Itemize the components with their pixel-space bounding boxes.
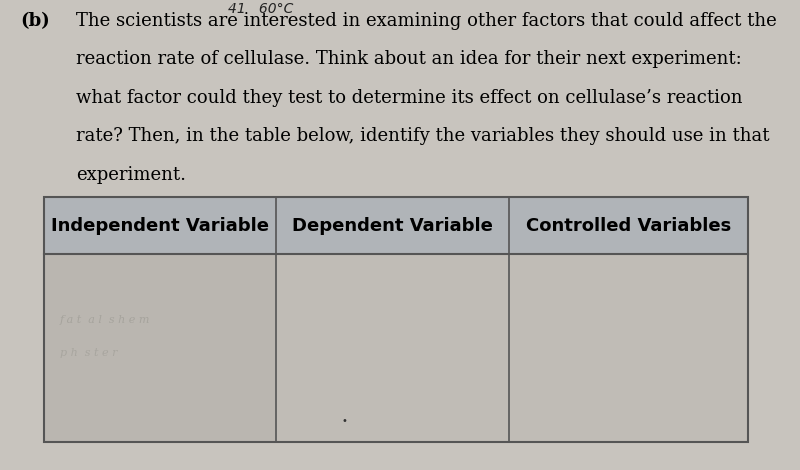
Bar: [276, 254, 748, 442]
Text: p h  s t e r: p h s t e r: [60, 347, 118, 358]
Text: what factor could they test to determine its effect on cellulase’s reaction: what factor could they test to determine…: [76, 89, 742, 107]
Text: Independent Variable: Independent Variable: [51, 217, 269, 235]
Text: f a t  a l  s h e m: f a t a l s h e m: [60, 314, 150, 325]
Text: reaction rate of cellulase. Think about an idea for their next experiment:: reaction rate of cellulase. Think about …: [76, 50, 742, 68]
Text: rate? Then, in the table below, identify the variables they should use in that: rate? Then, in the table below, identify…: [76, 127, 770, 145]
Text: (b): (b): [20, 12, 50, 30]
Text: experiment.: experiment.: [76, 166, 186, 184]
Text: •: •: [342, 415, 347, 426]
Text: Controlled Variables: Controlled Variables: [526, 217, 731, 235]
Text: Dependent Variable: Dependent Variable: [292, 217, 493, 235]
Bar: [44, 254, 276, 442]
Text: The scientists are interested in examining other factors that could affect the: The scientists are interested in examini…: [76, 12, 777, 30]
Text: 41   60°C: 41 60°C: [228, 2, 294, 16]
Bar: [44, 197, 748, 254]
Bar: [44, 197, 748, 442]
